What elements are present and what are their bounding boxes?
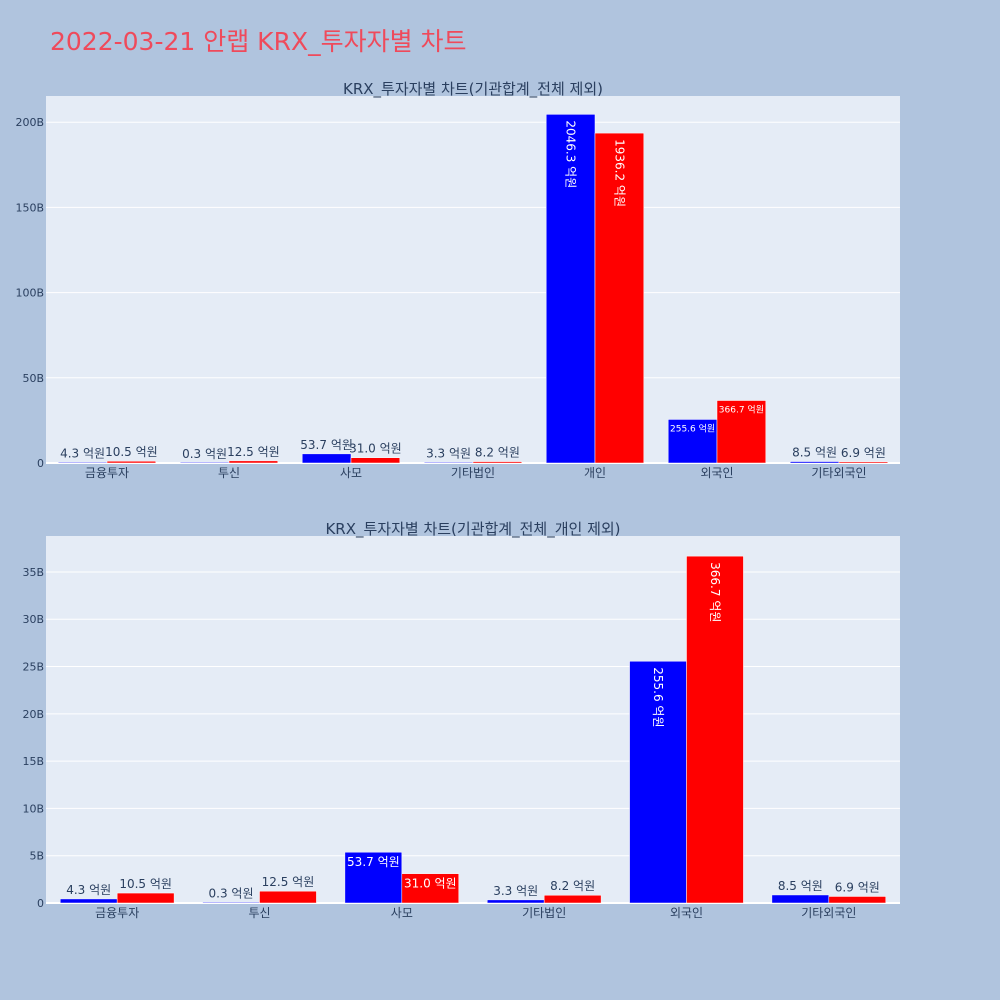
y-tick-label: 100B — [15, 287, 44, 300]
x-tick-label: 금융투자 — [85, 466, 129, 480]
page-title: 2022-03-21 안랩 KRX_투자자별 차트 — [50, 27, 467, 56]
data-label: 31.0 억원 — [349, 442, 402, 456]
bar — [543, 894, 602, 904]
bar — [838, 461, 889, 464]
bar — [202, 901, 260, 904]
data-label: 31.0 억원 — [404, 877, 457, 891]
bar — [228, 460, 279, 464]
x-tick-label: 기타법인 — [451, 466, 495, 480]
data-label: 2046.3 억원 — [564, 120, 578, 188]
plot-area — [46, 536, 900, 903]
y-tick-label: 10B — [22, 802, 44, 815]
data-label: 53.7 억원 — [347, 855, 400, 869]
data-label: 12.5 억원 — [227, 445, 280, 459]
data-label: 3.3 억원 — [426, 446, 471, 460]
bar — [472, 461, 523, 464]
y-tick-label: 5B — [29, 850, 44, 863]
bar — [350, 457, 401, 464]
x-tick-label: 기타외국인 — [811, 466, 866, 480]
y-tick-label: 20B — [22, 708, 44, 721]
plot-area — [46, 96, 900, 463]
data-label: 53.7 억원 — [300, 438, 353, 452]
bar — [301, 453, 352, 464]
bar — [771, 894, 830, 904]
y-tick-label: 30B — [22, 613, 44, 626]
data-label: 8.5 억원 — [792, 446, 837, 460]
bar — [106, 460, 157, 464]
bar — [594, 132, 645, 464]
chart-1: 0 50B 100B 150B 200B KRX_투자자별 차트(기관합계_전체 제외) 금… — [15, 80, 900, 480]
bar — [686, 555, 744, 904]
bar — [344, 851, 403, 904]
bar — [179, 461, 230, 464]
x-tick-label: 개인 — [584, 466, 606, 480]
data-label: 6.9 억원 — [835, 880, 880, 894]
data-label: 4.3 억원 — [66, 883, 111, 897]
data-label: 3.3 억원 — [493, 884, 538, 898]
y-tick-label: 25B — [22, 661, 44, 674]
bar — [789, 461, 840, 464]
x-tick-label: 기타법인 — [522, 906, 566, 920]
bar — [59, 898, 118, 904]
data-label: 0.3 억원 — [182, 447, 227, 461]
chart-2: 0 5B 10B 15B 20B 25B 30B 35B KRX_투자자별 차트(기관합계_전체… — [22, 520, 900, 920]
bar — [667, 419, 718, 464]
data-label: 4.3 억원 — [60, 446, 105, 460]
y-tick-label: 15B — [22, 755, 44, 768]
data-label: 1936.2 억원 — [612, 139, 626, 207]
data-label: 10.5 억원 — [119, 877, 172, 891]
bar — [259, 890, 317, 904]
bar — [486, 899, 545, 904]
bar — [629, 660, 687, 904]
data-label: 10.5 억원 — [105, 445, 158, 459]
data-label: 255.6 억원 — [651, 667, 665, 727]
chart-title: KRX_투자자별 차트(기관합계_전체 제외) — [343, 80, 603, 99]
x-tick-label: 사모 — [391, 906, 413, 920]
y-tick-label: 50B — [22, 372, 44, 385]
data-label: 366.7 억원 — [708, 562, 722, 622]
x-tick-label: 외국인 — [700, 466, 733, 480]
y-tick-label: 200B — [15, 116, 44, 129]
data-label: 255.6 억원 — [670, 422, 715, 434]
x-tick-label: 금융투자 — [95, 906, 139, 920]
data-label: 8.2 억원 — [550, 879, 595, 893]
bar — [116, 892, 175, 904]
y-tick-label: 35B — [22, 566, 44, 579]
y-tick-label: 0 — [37, 457, 44, 470]
data-label: 0.3 억원 — [209, 887, 254, 901]
data-label: 8.2 억원 — [475, 446, 520, 460]
chart-title: KRX_투자자별 차트(기관합계_전체_개인 제외) — [325, 520, 620, 539]
data-label: 12.5 억원 — [262, 875, 315, 889]
bar — [716, 400, 767, 464]
data-label: 366.7 억원 — [719, 404, 764, 416]
data-label: 8.5 억원 — [778, 879, 823, 893]
bar — [423, 461, 474, 464]
bar — [828, 896, 887, 904]
bar — [401, 873, 460, 904]
x-tick-label: 투신 — [248, 906, 270, 920]
bar — [57, 461, 108, 464]
x-tick-label: 투신 — [218, 466, 240, 480]
x-tick-label: 기타외국인 — [801, 906, 856, 920]
y-tick-label: 0 — [37, 897, 44, 910]
data-label: 6.9 억원 — [841, 446, 886, 460]
y-tick-label: 150B — [15, 201, 44, 214]
x-tick-label: 사모 — [340, 466, 362, 480]
bar — [545, 114, 596, 464]
x-tick-label: 외국인 — [670, 906, 703, 920]
